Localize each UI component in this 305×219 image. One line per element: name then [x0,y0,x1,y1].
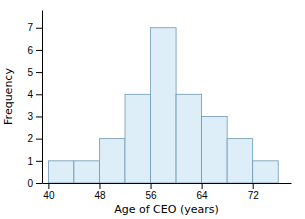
x-tick: 72 [248,183,260,201]
y-tick-mark [36,183,42,184]
y-tick: 5 [27,67,42,78]
histogram-bar [99,139,125,183]
x-tick: 48 [94,183,106,201]
histogram-bar [227,139,253,183]
histogram-bar [151,28,177,183]
y-tick: 7 [27,22,42,33]
y-axis-line [42,11,43,184]
x-axis-line [43,183,292,184]
y-tick: 1 [27,156,42,167]
x-tick-mark [253,183,254,189]
y-tick-mark [36,139,42,140]
x-tick-label: 72 [248,190,260,201]
y-tick: 6 [27,45,42,56]
y-tick-label: 0 [27,178,33,189]
plot-area: 404856647201234567 [27,11,291,202]
y-tick-label: 2 [27,133,33,144]
x-tick-mark [202,183,203,189]
histogram-bar [48,161,74,183]
y-tick: 0 [27,178,42,189]
y-tick-mark [36,94,42,95]
y-tick-mark [36,72,42,73]
y-tick-mark [36,28,42,29]
x-tick-mark [99,183,100,189]
x-tick-mark [151,183,152,189]
x-tick-label: 64 [197,190,209,201]
y-tick-label: 5 [27,67,33,78]
y-axis-title: Frequency [2,68,15,125]
y-tick: 4 [27,89,42,100]
x-tick-mark [48,183,49,189]
x-tick-label: 40 [43,190,55,201]
histogram-bar [202,116,228,183]
histogram-bar [176,94,202,183]
y-tick-label: 4 [27,89,33,100]
histogram-bar [125,94,151,183]
y-tick-label: 1 [27,156,33,167]
x-axis-title: Age of CEO (years) [114,203,219,216]
histogram-bar [253,161,279,183]
y-tick-label: 3 [27,111,33,122]
y-tick: 2 [27,133,42,144]
bars [48,28,278,183]
chart: 404856647201234567Age of CEO (years)Freq… [0,0,305,219]
x-axis: 40 48 56 64 72 [43,183,292,201]
x-tick: 64 [197,183,209,201]
y-tick-mark [36,50,42,51]
y-tick-label: 7 [27,22,33,33]
x-tick: 40 [43,183,55,201]
histogram-bar [74,161,100,183]
x-tick-label: 48 [94,190,106,201]
x-tick: 56 [145,183,157,201]
x-tick-label: 56 [145,190,157,201]
y-axis: 0 1 2 3 4 5 6 7 [27,11,42,189]
y-tick-mark [36,116,42,117]
y-tick-mark [36,161,42,162]
y-tick: 3 [27,111,42,122]
y-tick-label: 6 [27,45,33,56]
